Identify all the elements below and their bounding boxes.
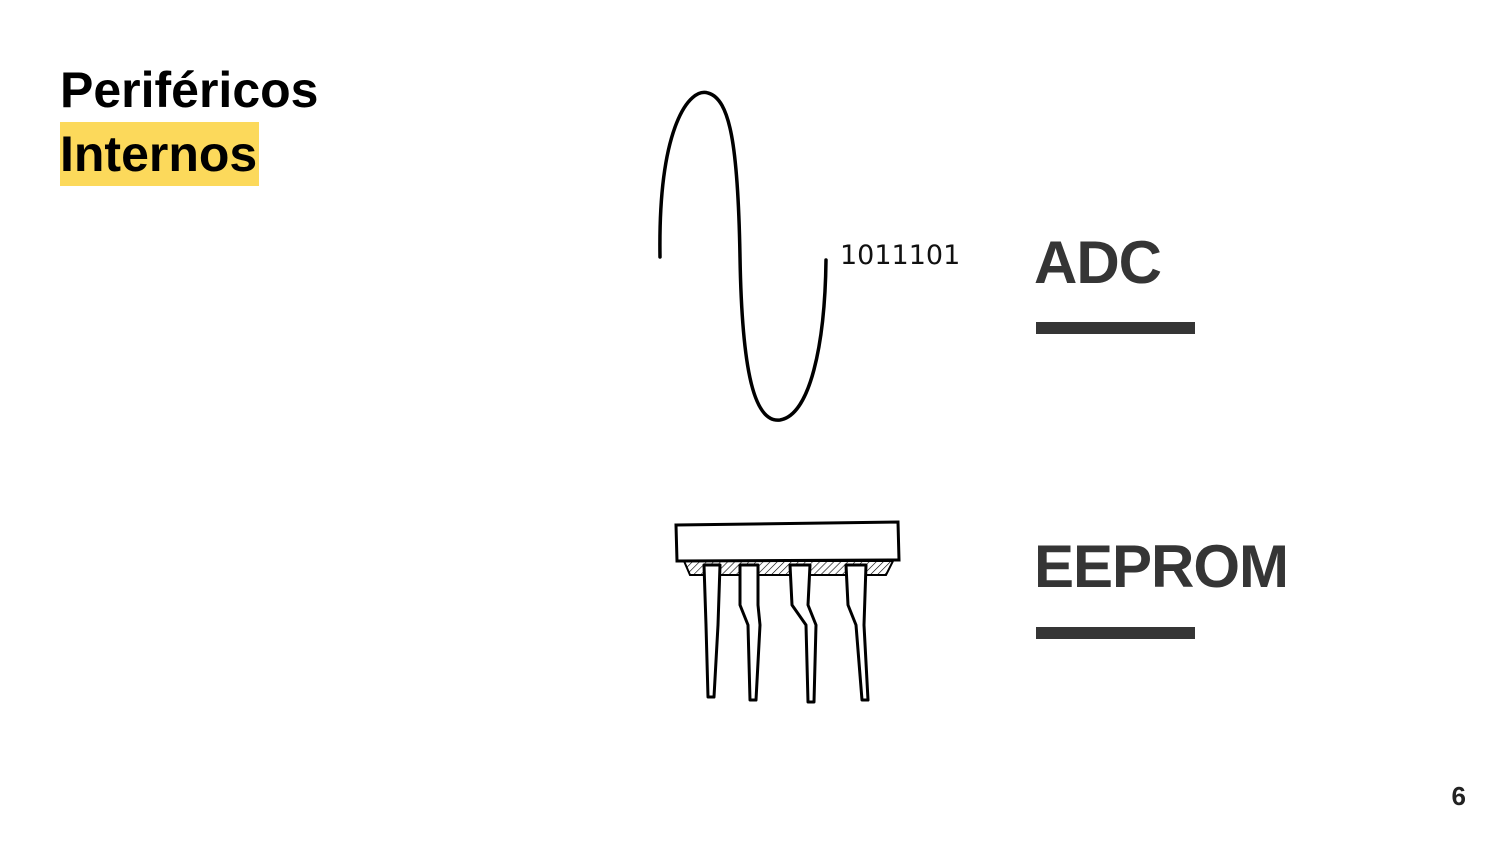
slide-title: Periféricos Internos [60, 58, 318, 186]
title-line-2-highlighted: Internos [60, 122, 260, 186]
adc-underline [1036, 322, 1195, 334]
chip-icon [674, 520, 901, 704]
binary-readout: 1011101 [840, 240, 961, 271]
adc-label: ADC [1034, 229, 1162, 296]
title-line-1: Periféricos [60, 62, 319, 118]
eeprom-underline [1036, 627, 1195, 639]
page-number: 6 [1451, 781, 1466, 811]
sine-wave-icon [658, 90, 828, 422]
eeprom-label: EEPROM [1034, 533, 1289, 600]
